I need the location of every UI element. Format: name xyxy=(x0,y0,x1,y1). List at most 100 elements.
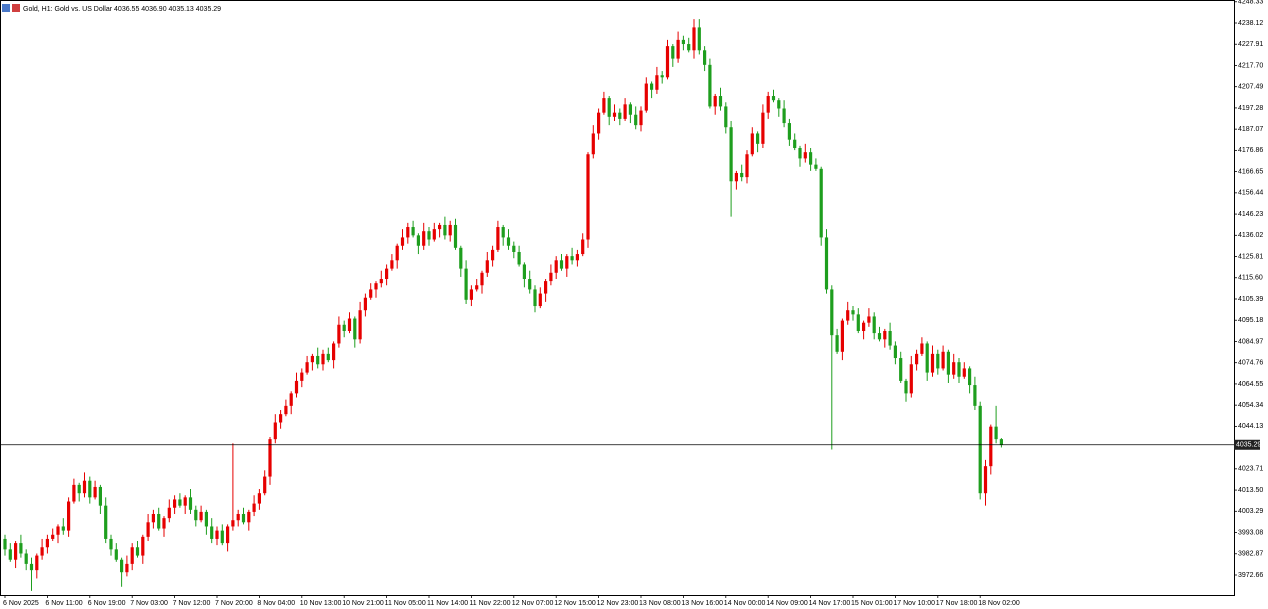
candle-body xyxy=(3,538,7,550)
candle-body xyxy=(469,289,473,300)
candle-body xyxy=(231,520,235,527)
candle-body xyxy=(199,511,203,521)
candle-body xyxy=(745,154,749,178)
candle-body xyxy=(438,224,442,230)
x-tick-label: 17 Nov 18:00 xyxy=(936,600,978,607)
candle-body xyxy=(761,112,765,144)
candle-body xyxy=(342,324,346,331)
candle-body xyxy=(135,547,140,556)
candle-body xyxy=(353,318,357,340)
candle-body xyxy=(24,553,28,564)
candle-body xyxy=(729,127,733,182)
candle-body xyxy=(819,168,823,238)
candle-body xyxy=(899,358,903,381)
candle-body xyxy=(570,256,574,261)
candle-body xyxy=(125,563,129,573)
candle-body xyxy=(14,543,18,560)
candle-body xyxy=(35,555,39,571)
candle-body xyxy=(628,104,632,115)
candle-body xyxy=(268,439,272,477)
candle-body xyxy=(665,46,670,78)
candle-body xyxy=(226,526,230,544)
y-tick-label: 4248.33 xyxy=(1238,0,1263,6)
x-tick-label: 6 Nov 11:00 xyxy=(45,600,82,607)
x-tick-label: 14 Nov 17:00 xyxy=(809,600,851,607)
candle-body xyxy=(183,497,187,506)
candle-body xyxy=(925,343,929,373)
candle-body xyxy=(29,563,34,571)
y-tick-label: 4166.65 xyxy=(1238,168,1263,175)
x-tick-label: 18 Nov 02:00 xyxy=(978,600,1020,607)
candle-body xyxy=(538,293,542,307)
candle-body xyxy=(310,355,314,363)
candle-body xyxy=(289,393,293,406)
candle-body xyxy=(782,108,786,124)
candle-body xyxy=(358,310,362,340)
candle-body xyxy=(851,310,855,315)
candle-body xyxy=(496,227,500,250)
candle-body xyxy=(893,345,897,359)
candle-body xyxy=(448,224,452,236)
candle-body xyxy=(88,480,92,498)
x-tick-label: 7 Nov 03:00 xyxy=(130,600,168,607)
y-tick-label: 4105.39 xyxy=(1238,296,1263,303)
candle-body xyxy=(915,353,919,365)
candle-body xyxy=(681,39,685,45)
x-tick-label: 13 Nov 08:00 xyxy=(639,600,681,607)
symbol-icon xyxy=(12,4,20,12)
candle-body xyxy=(141,536,145,556)
candle-body xyxy=(56,526,60,535)
candle-body xyxy=(72,484,76,502)
candle-body xyxy=(273,422,277,440)
candle-body xyxy=(443,224,447,236)
candle-body xyxy=(968,368,972,386)
candle-body xyxy=(952,362,956,375)
candle-body xyxy=(257,493,261,504)
candle-body xyxy=(528,279,532,290)
candle-body xyxy=(724,106,728,128)
candle-body xyxy=(220,530,224,544)
candle-body xyxy=(756,133,760,144)
y-tick-label: 4238.12 xyxy=(1238,20,1263,27)
candle-body xyxy=(51,534,55,539)
candle-body xyxy=(390,260,394,269)
candle-body xyxy=(920,343,924,354)
candle-body xyxy=(236,513,240,521)
candle-body xyxy=(644,83,648,111)
x-tick-label: 13 Nov 16:00 xyxy=(681,600,723,607)
y-tick-label: 4197.28 xyxy=(1238,105,1263,112)
candle-body xyxy=(936,353,940,369)
candle-body xyxy=(830,289,834,336)
candle-body xyxy=(284,405,288,415)
candle-body xyxy=(252,503,256,512)
candle-body xyxy=(793,139,797,149)
x-tick-label: 7 Nov 12:00 xyxy=(173,600,211,607)
candle-body xyxy=(82,480,87,494)
candle-body xyxy=(814,164,818,169)
candle-body xyxy=(395,245,399,261)
candle-body xyxy=(734,172,738,182)
candle-body xyxy=(241,513,246,523)
candle-body xyxy=(883,330,887,340)
y-tick-label: 4115.60 xyxy=(1238,275,1263,282)
candle-body xyxy=(718,96,723,107)
candle-body xyxy=(332,343,336,361)
candle-body xyxy=(517,251,521,265)
candle-body xyxy=(522,264,526,280)
candle-body xyxy=(999,439,1003,445)
candle-body xyxy=(671,46,675,59)
candle-body xyxy=(766,96,770,113)
candle-body xyxy=(93,486,97,498)
candle-body xyxy=(512,245,516,252)
y-tick-label: 4125.81 xyxy=(1238,253,1263,260)
candle-body xyxy=(114,549,118,560)
y-tick-label: 3972.66 xyxy=(1238,572,1263,579)
y-tick-label: 4227.91 xyxy=(1238,41,1263,48)
candle-body xyxy=(565,256,569,269)
x-tick-label: 8 Nov 04:00 xyxy=(257,600,295,607)
candle-body xyxy=(809,152,813,165)
candle-body xyxy=(279,414,283,423)
candle-body xyxy=(846,310,850,321)
candle-body xyxy=(989,426,993,467)
